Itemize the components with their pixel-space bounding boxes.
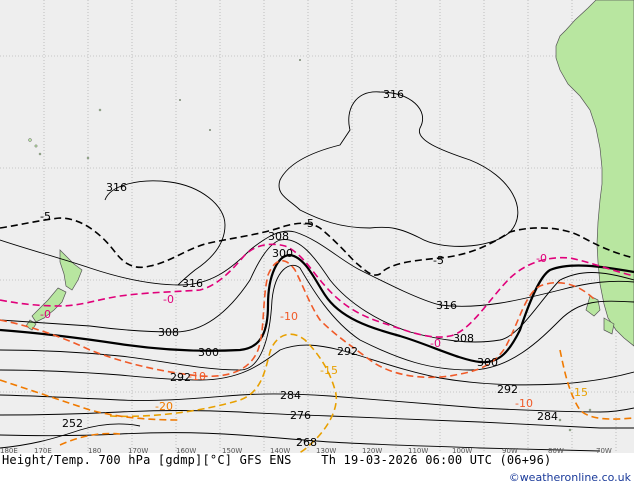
height-label: 308 xyxy=(268,230,289,243)
height-contours xyxy=(0,91,634,452)
lon-tick: 100W xyxy=(452,447,472,455)
height-label: 292 xyxy=(497,383,518,396)
height-labels: 316 316 316 316 308 308 308 300 300 300 … xyxy=(62,88,558,449)
lon-tick: 120W xyxy=(362,447,382,455)
height-label: 316 xyxy=(182,277,203,290)
lon-tick: 150W xyxy=(222,447,242,455)
isotherm-minus15 xyxy=(109,333,337,454)
credit-link[interactable]: ©weatheronline.co.uk xyxy=(508,471,631,484)
height-label: 300 xyxy=(272,247,293,260)
temp-label: -0 xyxy=(40,308,51,321)
temp-label: -10 xyxy=(280,310,298,323)
lon-tick: 170W xyxy=(128,447,148,455)
isotherm-zero xyxy=(0,243,634,338)
map-footer: Height/Temp. 700 hPa [gdmp][°C] GFS ENS … xyxy=(0,453,634,490)
height-label: 316 xyxy=(106,181,127,194)
lon-tick: 140W xyxy=(270,447,290,455)
lon-tick: 170E xyxy=(34,447,52,455)
lon-tick: 130W xyxy=(316,447,336,455)
small-islands xyxy=(28,58,592,432)
temp-label: -5 xyxy=(303,217,314,230)
isotherm-minus5 xyxy=(0,217,634,276)
lon-tick: 70W xyxy=(596,447,612,455)
land-south-america xyxy=(555,0,634,347)
temp-label: -15 xyxy=(570,386,588,399)
height-label: 276 xyxy=(290,409,311,422)
height-label: 300 xyxy=(477,356,498,369)
temp-label: -20 xyxy=(155,400,173,413)
temp-label: -5 xyxy=(433,254,444,267)
temp-label: -15 xyxy=(320,364,338,377)
height-contour-300-bold xyxy=(0,253,634,364)
temp-label: -5 xyxy=(40,210,51,223)
height-label: 316 xyxy=(436,299,457,312)
height-label: 292 xyxy=(170,371,191,384)
temp-label: -0 xyxy=(536,252,547,265)
height-label: 284 xyxy=(537,410,558,423)
temp-label: -10 xyxy=(515,397,533,410)
isotherm-minus20 xyxy=(0,349,634,446)
valid-time: Th 19-03-2026 06:00 UTC (06+96) xyxy=(321,453,552,467)
lon-tick: 180 xyxy=(88,447,101,455)
isotherm-minus10 xyxy=(0,260,596,379)
height-label: 268 xyxy=(296,436,317,449)
height-label: 284 xyxy=(280,389,301,402)
temp-label: -0 xyxy=(163,293,174,306)
height-label: 316 xyxy=(383,88,404,101)
height-label: 252 xyxy=(62,417,83,430)
temp-label: -0 xyxy=(430,337,441,350)
lon-tick: 160W xyxy=(176,447,196,455)
map-title-line: Height/Temp. 700 hPa [gdmp][°C] GFS ENS … xyxy=(2,453,551,467)
height-label: 292 xyxy=(337,345,358,358)
longitude-ticks: 180E 170E 180 170W 160W 150W 140W 130W 1… xyxy=(0,447,612,455)
lon-tick: 110W xyxy=(408,447,428,455)
height-label: 308 xyxy=(158,326,179,339)
lon-tick: 180E xyxy=(0,447,18,455)
height-label: 308 xyxy=(453,332,474,345)
temp-label: -10 xyxy=(188,370,206,383)
lon-tick: 80W xyxy=(548,447,564,455)
map-title: Height/Temp. 700 hPa [gdmp][°C] GFS ENS xyxy=(2,453,292,467)
lon-tick: 90W xyxy=(502,447,518,455)
height-label: 300 xyxy=(198,346,219,359)
temperature-labels: -5 -5 -5 -0 -0 -0 -0 -10 -10 -10 -15 -15… xyxy=(40,210,588,413)
